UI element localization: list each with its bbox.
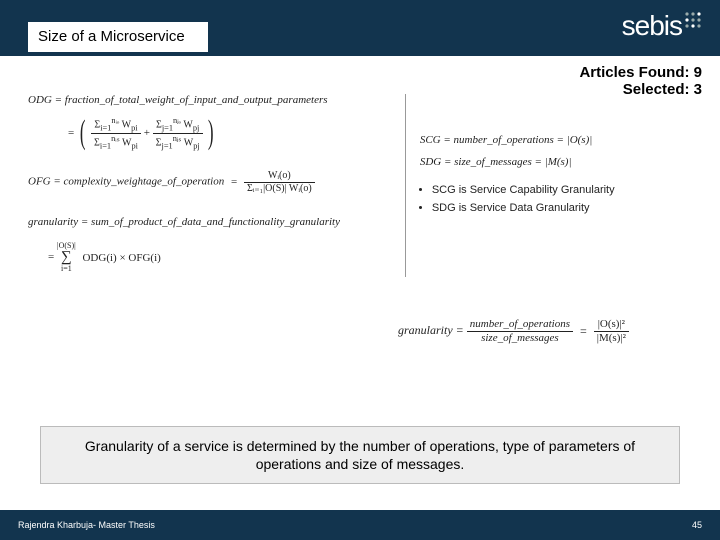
odg-definition: ODG = fraction_of_total_weight_of_input_…: [28, 94, 395, 106]
gran-desc: sum_of_product_of_data_and_functionality…: [91, 216, 340, 228]
gran-bottom-rhs-den: |M(s)|²: [594, 332, 629, 345]
odg-frac2: Σj=1nⱼₒ Wpj Σj=1nⱼₛ Wpj: [153, 116, 203, 151]
ofg-num: Wᵢ(o): [244, 170, 315, 183]
gran-bottom-frac2: |O(s)|² |M(s)|²: [594, 318, 629, 344]
summary-text: Granularity of a service is determined b…: [85, 438, 635, 472]
logo-dots-icon: [684, 10, 702, 30]
ofg-frac: Wᵢ(o) Σᵢ₌₁|O(S)| Wᵢ(o): [244, 170, 315, 194]
ofg-label: OFG =: [28, 176, 61, 188]
bullet-sdg: SDG is Service Data Granularity: [432, 202, 702, 214]
granularity-equation: = |O(S)| ∑ i=1 ODG(i) × OFG(i): [28, 242, 395, 273]
gran-bottom-mid-num: number_of_operations: [470, 318, 570, 330]
odg-frac1: Σi=1nᵢₒ Wpi Σi=1nᵢₛ Wpi: [91, 116, 141, 151]
eq-sym3: =: [48, 251, 54, 263]
slide-header: Size of a Microservice sebis: [0, 0, 720, 56]
ofg-den: Σᵢ₌₁|O(S)| Wᵢ(o): [244, 183, 315, 195]
sebis-logo: sebis: [622, 10, 702, 42]
sum-icon: |O(S)| ∑ i=1: [57, 242, 76, 273]
odg-desc: fraction_of_total_weight_of_input_and_ou…: [65, 94, 328, 106]
articles-found-label: Articles Found:: [579, 64, 689, 81]
odg-equation: = ( Σi=1nᵢₒ Wpi Σi=1nᵢₛ Wpi + Σj=1nⱼₒ Wp…: [28, 114, 395, 152]
right-column: SCG = number_of_operations = |O(s)| SDG …: [405, 94, 702, 277]
ofg-desc: complexity_weightage_of_operation: [64, 176, 225, 188]
gran-bottom-mid-den: size_of_messages: [481, 332, 559, 344]
gran-bottom-frac1: number_of_operations size_of_messages: [467, 318, 573, 344]
eq-sym: =: [68, 127, 74, 139]
paren-left-icon: (: [80, 114, 86, 152]
granularity-bottom-formula: granularity = number_of_operations size_…: [398, 318, 629, 344]
gran-bottom-rhs-num: |O(s)|²: [594, 318, 629, 332]
bullet-scg: SCG is Service Capability Granularity: [432, 184, 702, 196]
eq-sym2: =: [231, 176, 237, 188]
ofg-definition: OFG = complexity_weightage_of_operation …: [28, 170, 395, 194]
content-area: ODG = fraction_of_total_weight_of_input_…: [28, 94, 702, 277]
left-column: ODG = fraction_of_total_weight_of_input_…: [28, 94, 405, 277]
footer-page-number: 45: [692, 520, 702, 530]
scg-line: SCG = number_of_operations = |O(s)|: [420, 134, 702, 146]
odg-label: ODG =: [28, 94, 62, 106]
meta-counts: Articles Found: 9 Selected: 3: [579, 64, 702, 98]
paren-right-icon: ): [208, 114, 214, 152]
gran-bottom-lhs: granularity =: [398, 323, 464, 337]
granularity-definition: granularity = sum_of_product_of_data_and…: [28, 216, 395, 228]
sdg-line: SDG = size_of_messages = |M(s)|: [420, 156, 702, 168]
slide-title: Size of a Microservice: [38, 28, 185, 45]
logo-text: sebis: [622, 10, 682, 42]
summary-box: Granularity of a service is determined b…: [40, 426, 680, 484]
title-box: Size of a Microservice: [28, 22, 208, 52]
footer-left: Rajendra Kharbuja- Master Thesis: [18, 520, 155, 530]
bullet-list: SCG is Service Capability Granularity SD…: [420, 184, 702, 214]
gran-rhs: ODG(i) × OFG(i): [82, 252, 160, 264]
articles-found-value: 9: [694, 64, 702, 81]
slide-footer: Rajendra Kharbuja- Master Thesis 45: [0, 510, 720, 540]
gran-label: granularity =: [28, 216, 88, 228]
